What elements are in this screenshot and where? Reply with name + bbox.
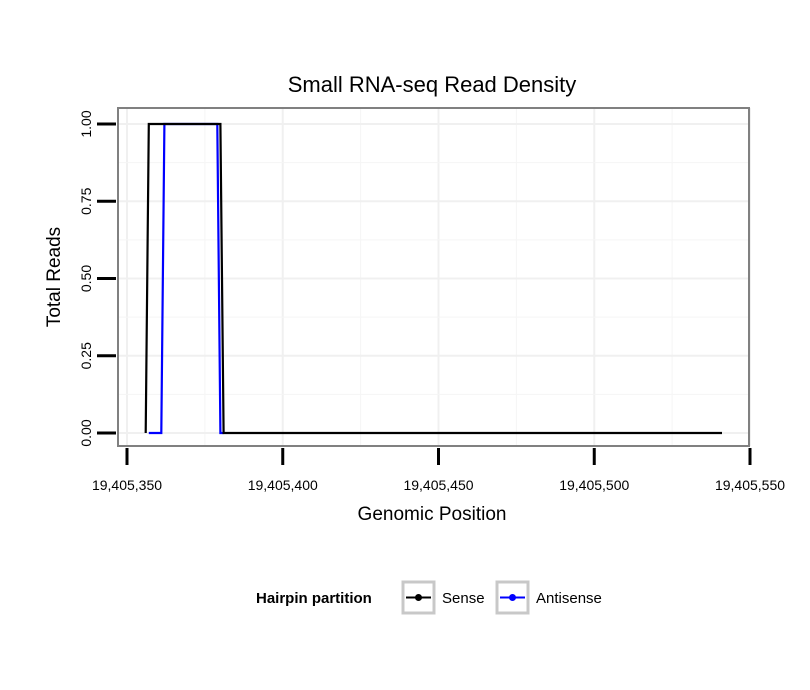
y-tick-label: 0.25 <box>78 342 94 369</box>
plot-border <box>117 107 750 447</box>
legend-key-point-sense <box>415 594 422 601</box>
legend-label-sense: Sense <box>442 590 485 607</box>
x-tick-label: 19,405,400 <box>248 477 318 493</box>
legend-label-antisense: Antisense <box>536 590 602 607</box>
x-tick-label: 19,405,500 <box>559 477 629 493</box>
x-tick-label: 19,405,450 <box>403 477 473 493</box>
y-tick-label: 0.75 <box>78 187 94 214</box>
x-tick-label: 19,405,550 <box>715 477 785 493</box>
series-layer <box>144 122 722 435</box>
y-tick-label: 0.50 <box>78 265 94 292</box>
series-line-sense <box>144 122 722 435</box>
y-tick-label: 0.00 <box>78 419 94 446</box>
legend-key-point-antisense <box>509 594 516 601</box>
x-axis-label: Genomic Position <box>358 504 507 525</box>
legend-keys: Sense Antisense <box>401 580 602 615</box>
legend: Hairpin partition Sense Antisense <box>256 580 602 615</box>
y-axis: 0.00 0.25 0.50 0.75 1.00 <box>78 110 116 447</box>
x-axis: 19,405,350 19,405,400 19,405,450 19,405,500… <box>92 448 785 493</box>
x-tick-label: 19,405,350 <box>92 477 162 493</box>
grid <box>118 108 751 446</box>
legend-title: Hairpin partition <box>256 590 372 607</box>
y-axis-label: Total Reads <box>44 227 65 327</box>
chart-title: Small RNA-seq Read Density <box>288 72 577 97</box>
y-tick-label: 1.00 <box>78 110 94 137</box>
